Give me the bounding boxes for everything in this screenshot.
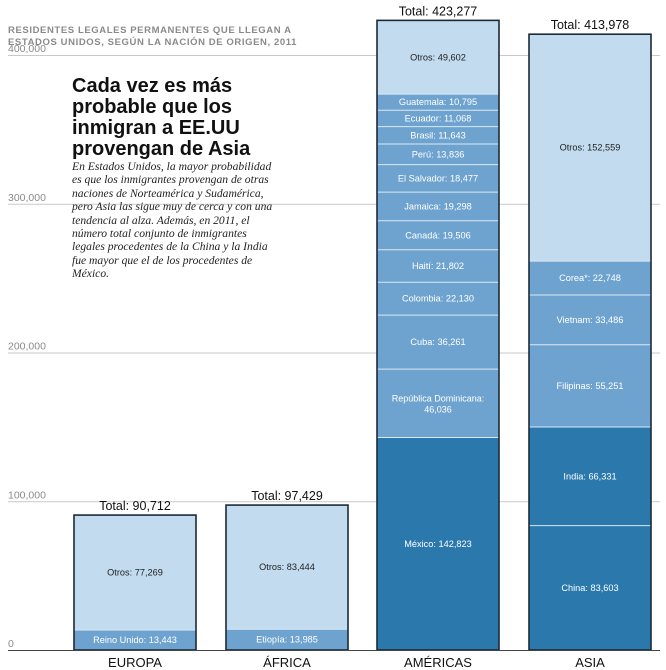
segment-label: Etiopía: 13,985 [256, 635, 318, 645]
bar-segment [377, 315, 499, 370]
segment-label: Jamaica: 19,298 [404, 201, 471, 211]
bar-total-label: Total: 413,978 [551, 18, 630, 32]
bar-segment [529, 344, 651, 427]
y-tick-label: 300,000 [8, 192, 46, 204]
segment-label: Otros: 83,444 [259, 562, 315, 572]
bar-segment [377, 20, 499, 95]
bar-segment [377, 282, 499, 316]
bar-segment [226, 505, 348, 630]
bar-total-label: Total: 423,277 [399, 4, 478, 18]
segment-label: República Dominicana: [392, 393, 485, 403]
chart-headline: Cada vez es más probable que los inmigra… [72, 75, 251, 160]
segment-label: 46,036 [424, 404, 452, 414]
bar-segment [377, 249, 499, 283]
segment-label: Brasil: 11,643 [410, 130, 466, 140]
segment-label: Otros: 152,559 [560, 143, 621, 153]
segment-label: Perú: 13,836 [412, 149, 465, 159]
bar-total-label: Total: 90,712 [99, 499, 171, 513]
bar-segment [377, 192, 499, 221]
segment-label: Reino Unido: 13,443 [93, 635, 177, 645]
bar-segment [226, 629, 348, 650]
bar-segment [74, 515, 196, 631]
y-tick-label: 0 [8, 638, 14, 650]
x-category-label: ÁFRICA [263, 655, 311, 670]
segment-label: Filipinas: 55,251 [557, 381, 624, 391]
segment-label: Vietnam: 33,486 [557, 315, 624, 325]
segment-label: Corea*: 22,748 [559, 273, 621, 283]
segment-label: Colombia: 22,130 [402, 294, 474, 304]
segment-label: El Salvador: 18,477 [398, 173, 478, 183]
bar-segment [377, 369, 499, 438]
segment-label: Ecuador: 11,068 [405, 113, 472, 123]
chart-title: RESIDENTES LEGALES PERMANENTES QUE LLEGA… [8, 25, 297, 48]
segment-label: Haití: 21,802 [412, 261, 464, 271]
x-category-label: EUROPA [108, 655, 162, 670]
bar-segment [377, 126, 499, 144]
x-category-label: AMÉRICAS [404, 655, 472, 670]
bar-segment [377, 143, 499, 165]
segment-label: China: 83,603 [561, 583, 618, 593]
chart-description: En Estados Unidos, la mayor probabilidad… [72, 160, 273, 281]
bar-segment [377, 220, 499, 250]
segment-label: Guatemala: 10,795 [399, 97, 477, 107]
bar-segment [377, 94, 499, 111]
x-category-label: ASIA [575, 655, 605, 670]
segment-label: Canadá: 19,506 [405, 230, 470, 240]
segment-label: Cuba: 36,261 [410, 337, 465, 347]
bar-segment [529, 261, 651, 295]
y-tick-label: 100,000 [8, 489, 46, 501]
segment-label: México: 142,823 [404, 539, 471, 549]
segment-label: India: 66,331 [563, 471, 616, 481]
bar-segment [377, 164, 499, 193]
bar-segment [529, 294, 651, 345]
segment-label: Otros: 77,269 [107, 568, 163, 578]
bar-segment [529, 426, 651, 526]
bar-segment [529, 525, 651, 650]
segment-label: Otros: 49,602 [410, 52, 466, 62]
bar-segment [529, 34, 651, 262]
y-tick-label: 200,000 [8, 341, 46, 353]
y-tick-label: 400,000 [8, 43, 46, 55]
bar-segment [377, 110, 499, 127]
bar-segment [377, 437, 499, 650]
bar-total-label: Total: 97,429 [251, 489, 323, 503]
bar-segment [74, 630, 196, 650]
